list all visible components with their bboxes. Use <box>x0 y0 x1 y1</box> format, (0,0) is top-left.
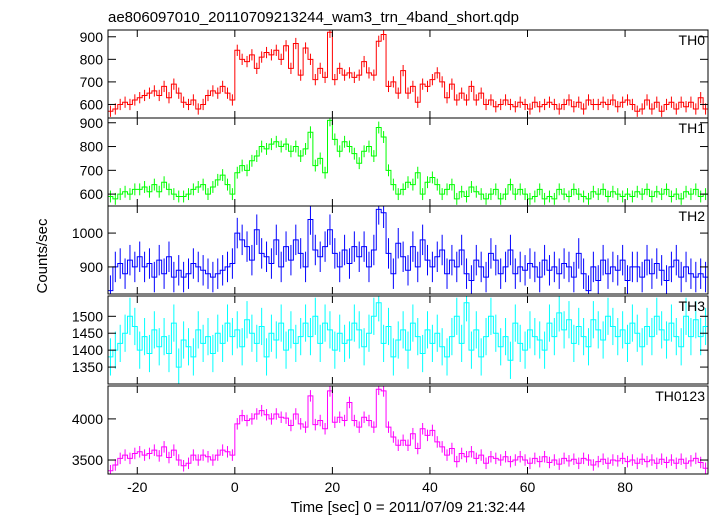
y-tick-label: 3500 <box>72 452 103 468</box>
y-tick-label: 1000 <box>72 225 103 241</box>
y-tick-label: 900 <box>80 29 104 45</box>
series-th2 <box>108 206 708 294</box>
y-tick-label: 1350 <box>72 359 103 375</box>
y-tick-label: 900 <box>80 115 104 131</box>
x-tick-label: 20 <box>325 479 341 495</box>
x-tick-label: 40 <box>422 479 438 495</box>
series-th1 <box>108 118 708 205</box>
y-tick-label: 1450 <box>72 325 103 341</box>
panel-th2: 900 1000 TH2 <box>72 205 709 295</box>
panel-frame <box>107 295 709 385</box>
y-tick-label: 1400 <box>72 342 103 358</box>
panel-label: TH3 <box>679 298 706 314</box>
panel-label: TH2 <box>679 208 706 224</box>
x-tick-label: 60 <box>520 479 536 495</box>
panel-label: TH0123 <box>655 388 705 404</box>
panel-th0: 600 700 800 900 TH0 <box>80 29 709 119</box>
series-th0123 <box>108 386 708 474</box>
panel-frame <box>107 385 709 475</box>
y-tick-label: 600 <box>80 96 104 112</box>
x-axis-label: Time [sec] 0 = 2011/07/09 21:32:44 <box>291 499 526 516</box>
chart-title: ae806097010_20110709213244_wam3_trn_4ban… <box>108 9 519 26</box>
y-tick-label: 600 <box>80 186 104 202</box>
series-th3 <box>108 296 708 384</box>
y-tick-label: 700 <box>80 162 104 178</box>
x-tick-label: 0 <box>231 479 239 495</box>
y-tick-label: 1500 <box>72 308 103 324</box>
y-tick-label: 800 <box>80 139 104 155</box>
panel-label: TH1 <box>679 120 706 136</box>
y-tick-label: 900 <box>80 259 104 275</box>
step-line-th0 <box>108 31 708 112</box>
y-tick-label: 700 <box>80 74 104 90</box>
panel-th1: 600 700 800 900 TH1 <box>80 115 709 207</box>
x-tick-label: -20 <box>127 479 147 495</box>
x-tick-label: 80 <box>617 479 633 495</box>
y-axis-label: Counts/sec <box>34 218 51 294</box>
panel-label: TH0 <box>679 32 706 48</box>
y-tick-label: 4000 <box>72 411 103 427</box>
step-line-th2 <box>108 208 708 292</box>
panel-th0123: 3500 4000 -20 0 20 40 60 80 TH0123 <box>72 385 709 495</box>
panel-frame <box>107 205 709 295</box>
y-tick-label: 800 <box>80 51 104 67</box>
series-th0 <box>108 30 708 117</box>
